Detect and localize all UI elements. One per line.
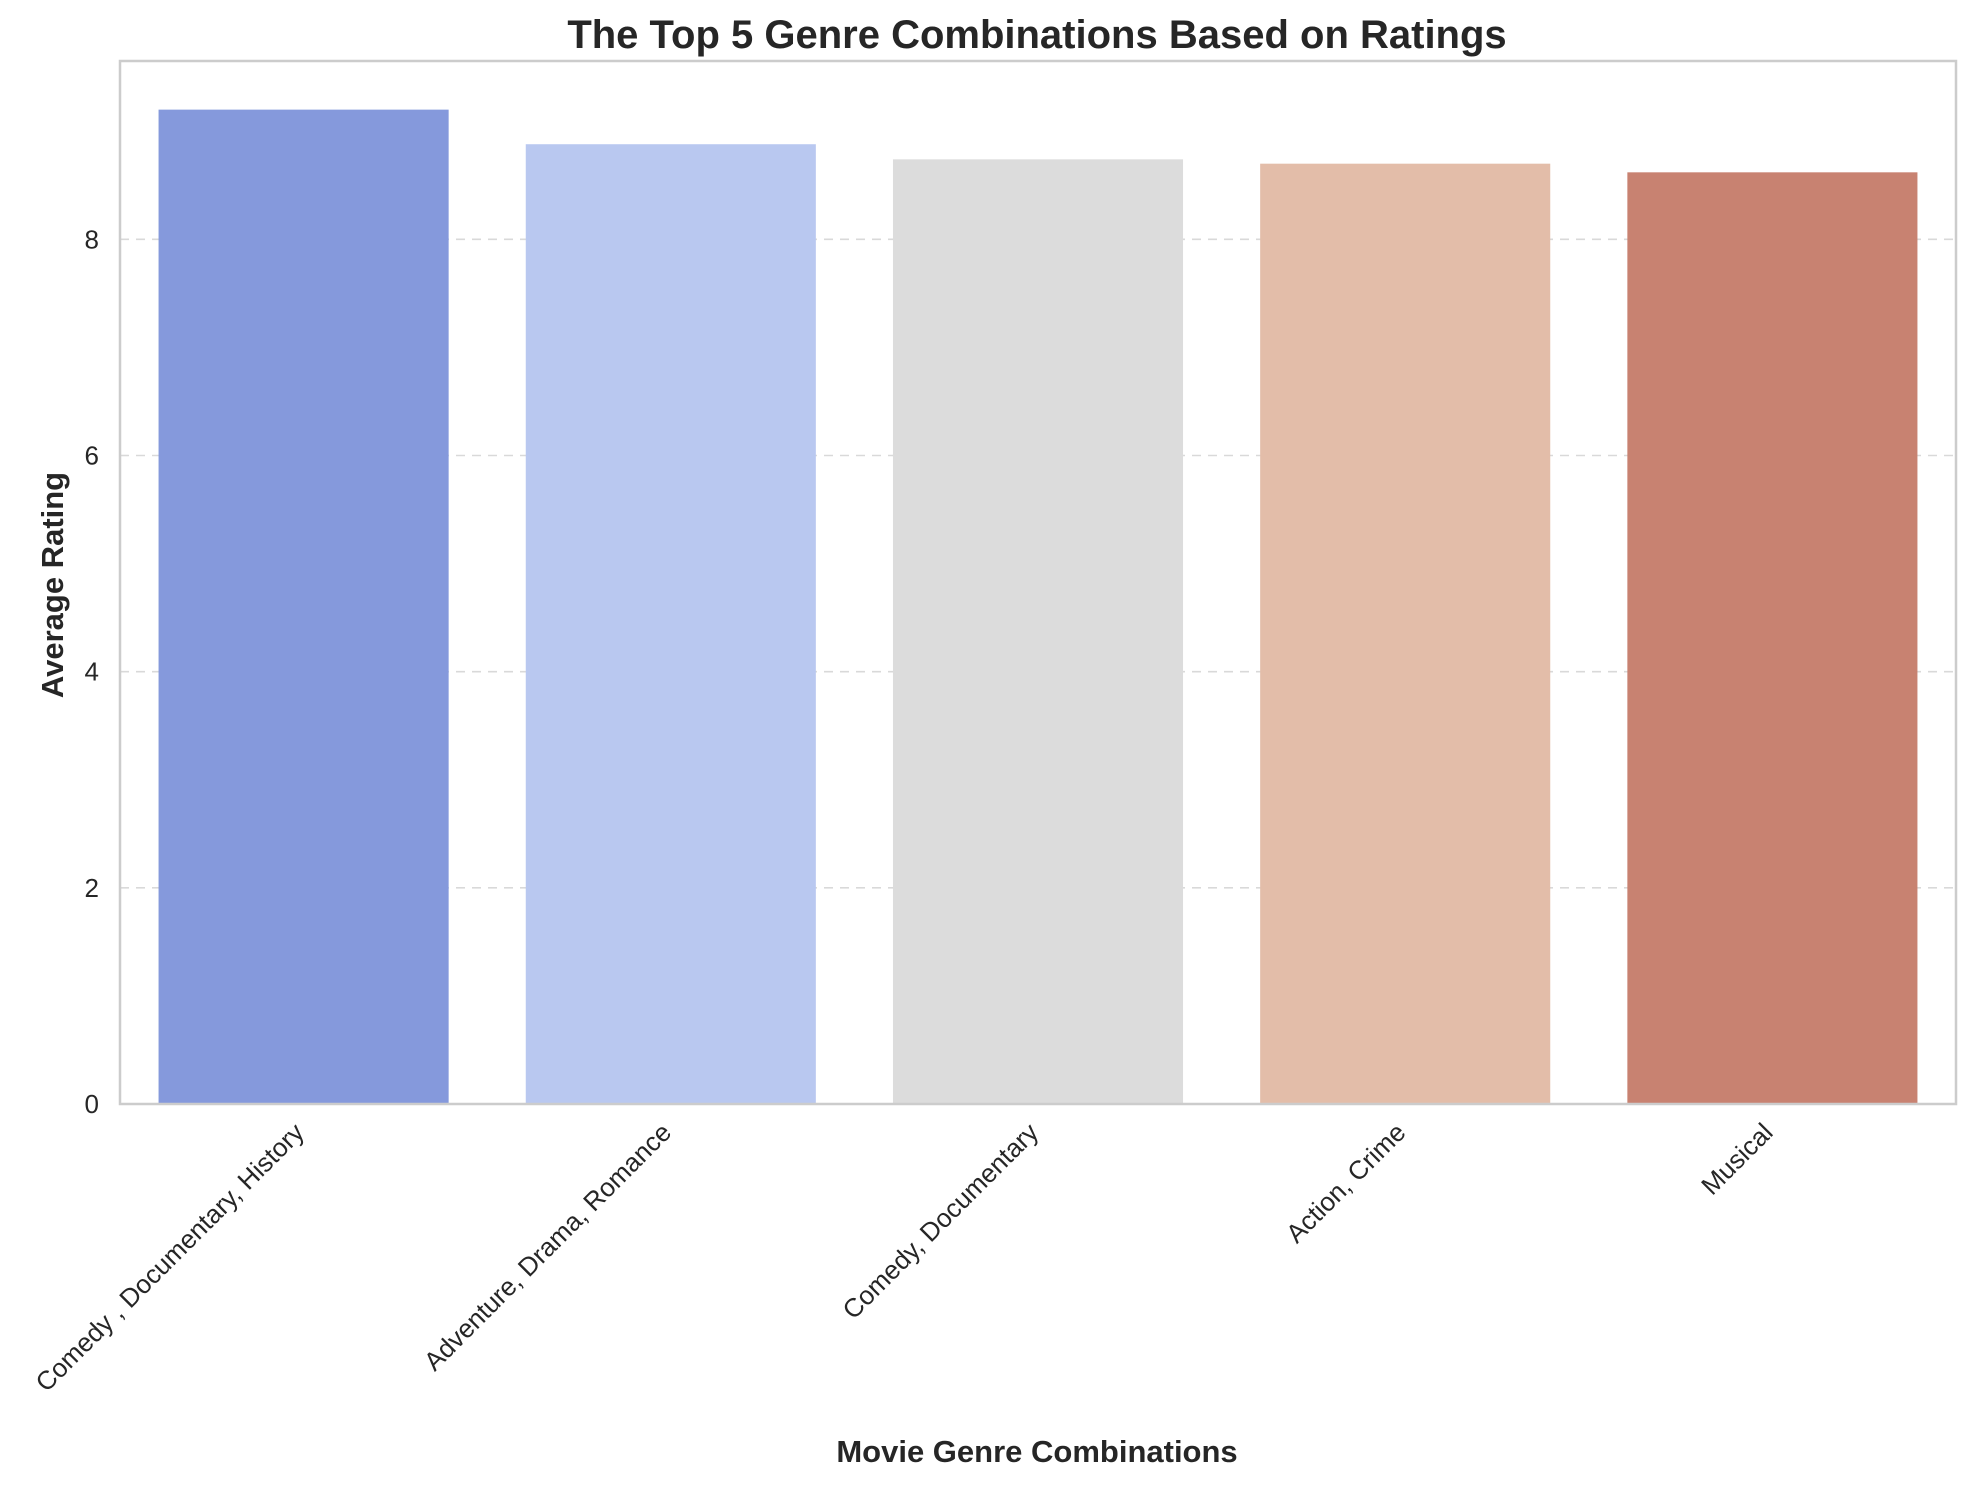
y-tick-label: 0 xyxy=(85,1089,99,1119)
chart-title: The Top 5 Genre Combinations Based on Ra… xyxy=(567,13,1506,57)
x-tick-label: Musical xyxy=(1695,1117,1779,1201)
bar-3 xyxy=(892,159,1184,1104)
x-tick-label: Comedy , Documentary, History xyxy=(29,1117,309,1397)
bar-2 xyxy=(525,144,816,1105)
x-axis-label: Movie Genre Combinations xyxy=(836,1434,1237,1469)
x-ticks-layer: Comedy , Documentary, History Adventure, … xyxy=(29,1117,1778,1397)
x-tick-label: Adventure, Drama, Romance xyxy=(418,1117,677,1376)
y-tick-label: 6 xyxy=(85,441,99,471)
x-tick-label: Action, Crime xyxy=(1280,1117,1412,1249)
plot-frame xyxy=(118,59,1958,1106)
bar-4 xyxy=(1260,163,1551,1104)
y-tick-label: 8 xyxy=(85,224,99,254)
bar-5 xyxy=(1627,172,1918,1105)
y-axis-label: Average Rating xyxy=(35,472,70,698)
y-tick-label: 2 xyxy=(85,873,99,903)
bars-layer xyxy=(158,109,1918,1105)
x-tick-label: Comedy, Documentary xyxy=(836,1117,1044,1325)
y-ticks-layer: 0 2 4 6 8 xyxy=(85,224,99,1119)
bar-1 xyxy=(158,109,449,1104)
y-tick-label: 4 xyxy=(85,657,99,687)
